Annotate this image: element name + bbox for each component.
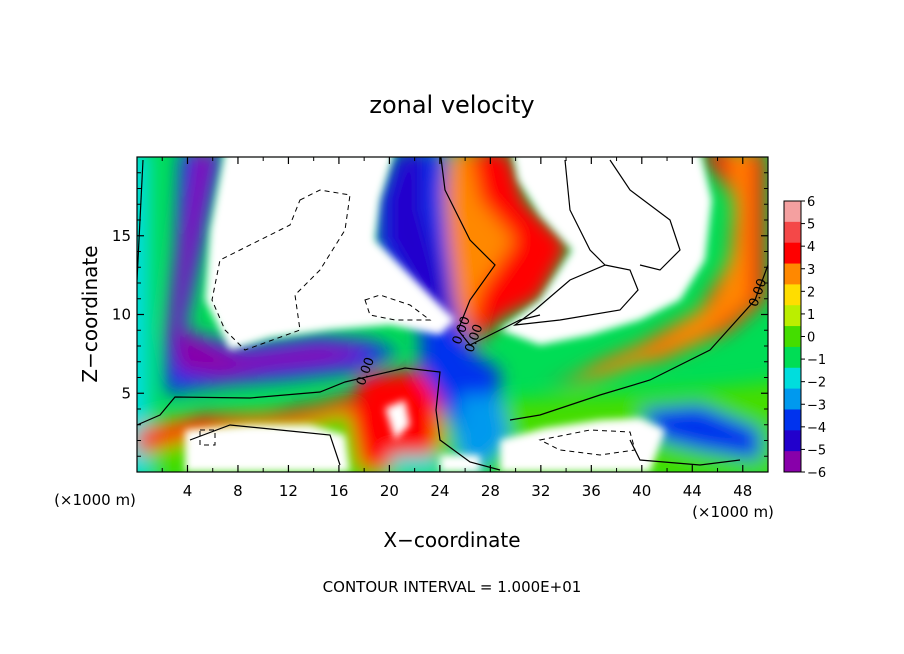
field-bottom-cyan (390, 455, 440, 472)
colorbar-swatch-3 (784, 263, 801, 285)
colorbar-swatch-12 (784, 451, 801, 473)
y-axis-label: Z−coordinate (78, 245, 102, 382)
x-tick-label-1: 8 (233, 482, 243, 500)
x-tick-label-2: 12 (279, 482, 298, 500)
dashed-contour-bottom-right (538, 429, 636, 456)
colorbar-swatch-2 (784, 242, 801, 265)
contour-bottom-left (189, 424, 341, 466)
y-axis-ticks: 5 10 15 (112, 172, 768, 457)
x-tick-label-8: 36 (582, 482, 601, 500)
colorbar-swatch-7 (784, 346, 801, 369)
x-tick-label-11: 48 (733, 482, 752, 500)
contour-lines (137, 157, 768, 471)
field-right-orange-band (560, 157, 750, 390)
field-central-orange-plume (445, 157, 515, 340)
colorbar-swatch-5 (784, 305, 801, 327)
x-tick-label-5: 24 (430, 482, 449, 500)
dashed-contour-bottom-left (199, 429, 216, 446)
x-tick-label-4: 20 (380, 482, 399, 500)
white-region-bottom-left (185, 425, 350, 472)
colorbar-label-0: 6 (807, 195, 815, 210)
contour-zero-right (509, 264, 768, 421)
x-unit-right: (×1000 m) (692, 503, 774, 521)
colorbar-label-11: −5 (807, 443, 826, 458)
contour-interval-footer: CONTOUR INTERVAL = 1.000E+01 (323, 578, 582, 596)
x-tick-label-10: 44 (683, 482, 702, 500)
chart-title: zonal velocity (369, 91, 534, 119)
colorbar-swatch-1 (784, 221, 801, 244)
colorbar-label-12: −6 (807, 466, 826, 481)
colorbar-label-3: 3 (807, 263, 815, 278)
colorbar-swatch-0 (784, 201, 801, 223)
dashed-contours (199, 189, 636, 456)
colorbar-label-4: 2 (807, 285, 815, 300)
x-tick-label-6: 28 (481, 482, 500, 500)
colorbar-label-9: −3 (807, 398, 826, 413)
white-region-bottom-center (440, 455, 480, 472)
field-lower-right-blue (640, 405, 760, 460)
y-tick-label-0: 5 (121, 384, 131, 402)
field-right-red-band (520, 157, 765, 400)
colorbar-label-10: −4 (807, 421, 826, 436)
field-left-purple-ridge (170, 157, 375, 378)
colorbar-swatch-10 (784, 409, 801, 431)
colorbar-swatch-8 (784, 367, 801, 390)
colorbar-label-2: 4 (807, 240, 815, 255)
x-axis-label: X−coordinate (383, 528, 520, 552)
x-tick-label-3: 16 (329, 482, 348, 500)
field-lower-left-red (137, 395, 360, 455)
y-tick-label-1: 10 (112, 306, 131, 324)
colorbar-label-8: −2 (807, 376, 826, 391)
colorbar-label-6: 0 (807, 331, 815, 346)
dashed-contour-small (364, 294, 432, 321)
colorbar-label-7: −1 (807, 353, 826, 368)
white-region-upper-right (500, 157, 712, 345)
white-region-upper-left (205, 157, 455, 350)
contour-closed-upper-right (512, 159, 681, 326)
white-regions (185, 157, 712, 472)
colorbar-label-1: 5 (807, 218, 815, 233)
contour-zero-lower (137, 367, 501, 471)
colorbar-label-5: 1 (807, 308, 815, 323)
colorbar-swatch-4 (784, 284, 801, 306)
x-tick-label-9: 40 (632, 482, 651, 500)
white-region-lower-center (385, 400, 410, 440)
x-unit-left: (×1000 m) (54, 491, 136, 509)
y-tick-label-2: 15 (112, 227, 131, 245)
x-tick-label-7: 32 (531, 482, 550, 500)
field-central-purple-core (385, 157, 450, 335)
field-lower-blue-pocket (455, 395, 510, 470)
plot-area: 0.000.000.000.00 (137, 157, 768, 472)
colorbar-swatch-11 (784, 430, 801, 452)
colorbar: 6 5 4 3 2 1 0 −1 −2 −3 −4 −5 −6 (783, 195, 826, 481)
contour-zero-central (440, 157, 541, 346)
colorbar-swatch-9 (784, 388, 801, 410)
colorbar-swatch-6 (784, 326, 801, 348)
x-axis-ticks: 4 8 12 16 20 24 28 32 36 40 44 48 (161, 157, 752, 500)
x-tick-label-0: 4 (183, 482, 193, 500)
